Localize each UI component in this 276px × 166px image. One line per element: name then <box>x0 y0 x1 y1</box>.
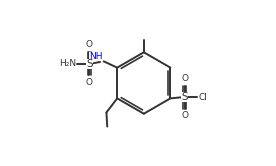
Text: Cl: Cl <box>198 93 207 102</box>
Text: H₂N: H₂N <box>59 59 76 68</box>
Text: NH: NH <box>89 51 103 60</box>
Text: S: S <box>181 92 188 102</box>
Text: O: O <box>181 111 188 120</box>
Text: O: O <box>86 41 93 49</box>
Text: O: O <box>86 78 93 87</box>
Text: O: O <box>181 74 188 83</box>
Text: S: S <box>86 59 93 69</box>
